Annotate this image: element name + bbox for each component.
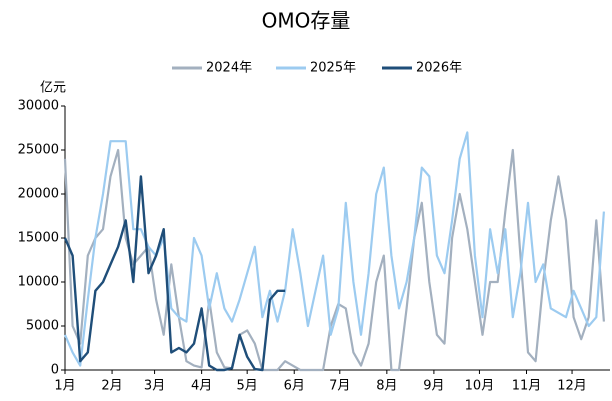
x-tick-label: 7月 xyxy=(329,379,350,394)
x-tick-label: 2月 xyxy=(101,379,122,394)
y-tick-label: 15000 xyxy=(18,231,59,246)
y-tick-label: 5000 xyxy=(26,319,59,334)
y-tick-label: 10000 xyxy=(18,275,59,290)
series-line xyxy=(63,131,605,367)
y-tick-label: 25000 xyxy=(18,143,59,158)
x-tick-label: 12月 xyxy=(557,379,587,394)
legend-label: 2024年 xyxy=(206,61,252,76)
legend-label: 2025年 xyxy=(310,61,356,76)
x-tick-label: 9月 xyxy=(423,379,444,394)
y-tick-label: 30000 xyxy=(18,99,59,114)
y-tick-label: 20000 xyxy=(18,187,59,202)
x-tick-label: 5月 xyxy=(237,379,258,394)
x-tick-label: 3月 xyxy=(144,379,165,394)
chart-title: OMO存量 xyxy=(262,9,351,33)
x-tick-label: 1月 xyxy=(54,379,75,394)
x-tick-label: 6月 xyxy=(284,379,305,394)
x-tick-label: 4月 xyxy=(191,379,212,394)
y-tick-label: 0 xyxy=(51,363,59,378)
series-line xyxy=(63,175,286,372)
x-tick-label: 11月 xyxy=(512,379,542,394)
series-line xyxy=(63,148,605,372)
x-tick-label: 10月 xyxy=(465,379,495,394)
legend-label: 2026年 xyxy=(416,61,462,76)
x-tick-label: 8月 xyxy=(376,379,397,394)
y-axis-label: 亿元 xyxy=(40,81,66,96)
